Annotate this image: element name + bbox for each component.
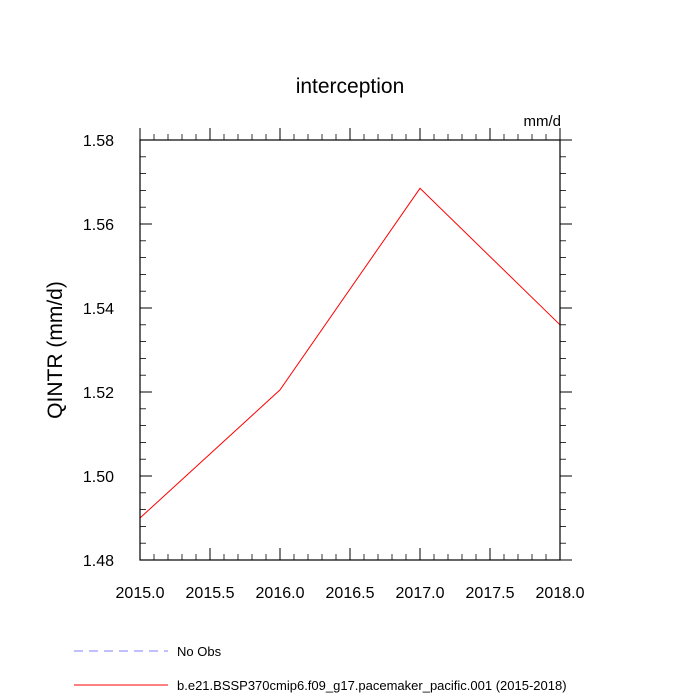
series-line [139,187,561,519]
series-layer [139,187,561,519]
x-tick-label: 2017.5 [466,585,515,602]
minor-ticks [140,134,566,560]
x-tick-label: 2017.0 [396,585,445,602]
legend: No Obs b.e21.BSSP370cmip6.f09_g17.pacemak… [74,644,567,693]
units-label: mm/d [524,113,562,130]
x-tick-label: 2015.0 [116,585,165,602]
y-tick-label: 1.48 [83,553,114,570]
x-tick-labels: 2015.0 2015.5 2016.0 2016.5 2017.0 2017.5 2018… [116,585,585,602]
y-tick-label: 1.54 [83,301,114,318]
legend-label: b.e21.BSSP370cmip6.f09_g17.pacemaker_pac… [177,678,567,693]
y-tick-label: 1.56 [83,217,114,234]
x-tick-label: 2016.5 [326,585,375,602]
plot-frame [139,139,561,561]
y-tick-label: 1.50 [83,469,114,486]
y-axis-label: QINTR (mm/d) [44,281,67,419]
y-tick-labels: 1.48 1.50 1.52 1.54 1.56 1.58 [83,133,114,570]
y-tick-label: 1.58 [83,133,114,150]
x-tick-label: 2016.0 [256,585,305,602]
legend-label: No Obs [177,644,222,659]
x-tick-label: 2018.0 [536,585,585,602]
major-ticks [139,128,572,561]
chart-title: interception [296,75,405,98]
x-tick-label: 2015.5 [186,585,235,602]
y-tick-label: 1.52 [83,385,114,402]
